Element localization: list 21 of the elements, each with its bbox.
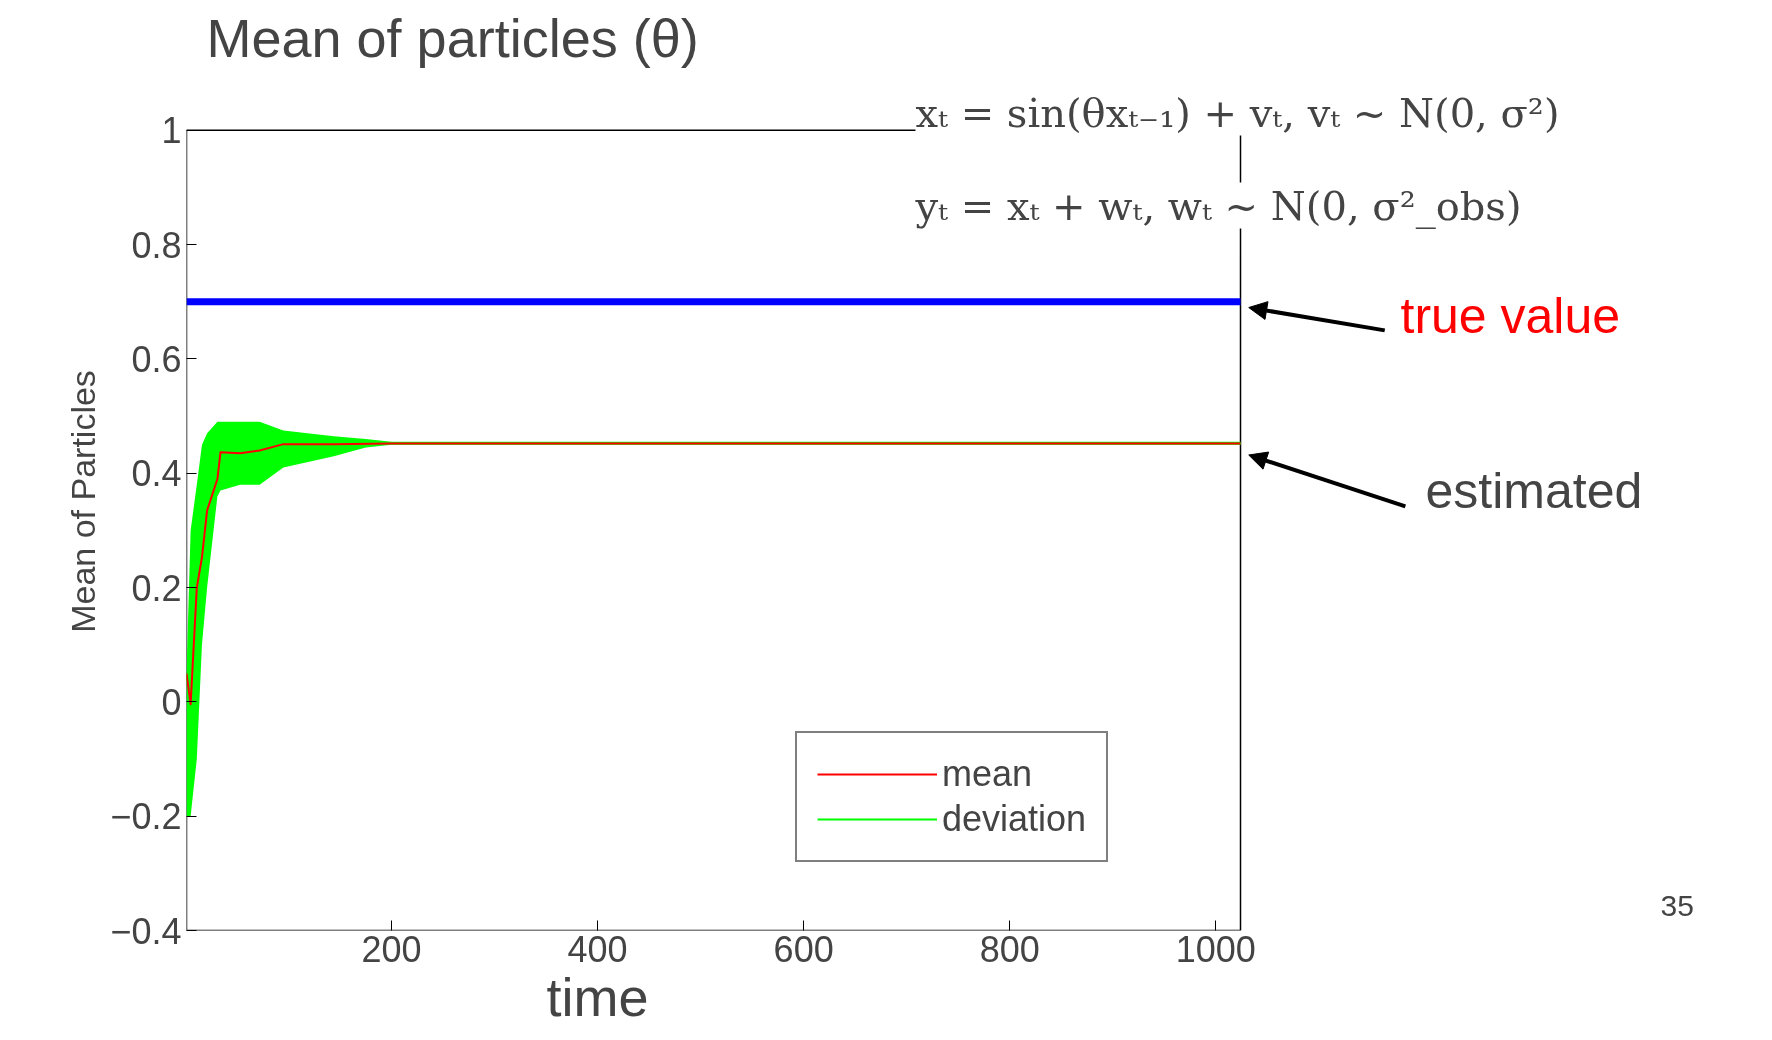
x-tick-label: 200 [361,928,422,970]
y-tick-label: 1 [161,110,182,152]
annotation: xₜ = sin(θxₜ₋₁) + vₜ, vₜ ~ N(0, σ²) [915,89,1560,136]
x-tick-label: 600 [773,928,834,970]
y-axis-title: Mean of Particles [64,370,103,633]
y-tick-label: −0.2 [110,796,182,838]
x-tick-label: 1000 [1175,928,1256,970]
annotation: yₜ = xₜ + wₜ, wₜ ~ N(0, σ²_obs) [914,182,1522,229]
text: 35 [1660,888,1694,922]
legend-label: mean [942,753,1033,795]
y-tick-label: 0 [161,681,182,723]
chart-title: Mean of particles (θ) [206,7,699,68]
y-tick-label: −0.4 [110,910,182,952]
text: estimated [1425,462,1643,519]
ref-line-label: true value [1400,287,1621,344]
y-tick-label: 0.4 [131,453,182,495]
y-tick-label: 0.6 [131,338,182,380]
y-tick-label: 0.8 [131,224,182,266]
x-tick-label: 800 [979,928,1040,970]
y-tick-label: 0.2 [131,567,182,609]
legend-label: deviation [942,798,1087,840]
